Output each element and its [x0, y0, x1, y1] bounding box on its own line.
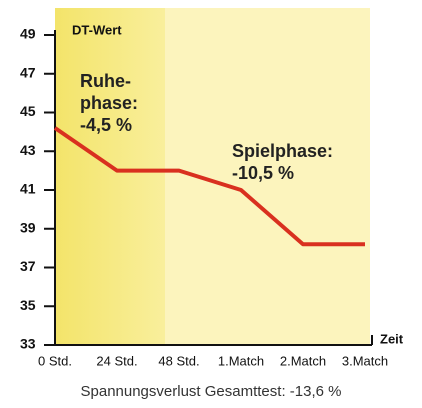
y-tick-label: 33: [20, 336, 36, 352]
x-tick-label: 2.Match: [280, 353, 326, 368]
rest-phase-band: [55, 8, 165, 345]
y-axis-label: DT-Wert: [72, 22, 122, 37]
data-line: [53, 126, 365, 247]
x-tick-label: 24 Std.: [96, 353, 137, 368]
annotation: phase:: [80, 93, 138, 113]
y-tick-label: 49: [20, 26, 36, 42]
x-tick-label: 3.Match: [342, 353, 388, 368]
x-axis-label: Zeit: [380, 331, 404, 346]
y-tick-label: 37: [20, 258, 36, 274]
x-tick-label: 0 Std.: [38, 353, 72, 368]
annotation: -10,5 %: [232, 163, 294, 183]
y-tick-label: 41: [20, 181, 36, 197]
annotation: -4,5 %: [80, 115, 132, 135]
y-tick-label: 47: [20, 64, 36, 80]
annotation: Ruhe-: [80, 71, 131, 91]
y-tick-label: 39: [20, 219, 36, 235]
footnote: Spannungsverlust Gesamttest: -13,6 %: [81, 383, 342, 400]
y-tick-label: 35: [20, 297, 36, 313]
annotation: Spielphase:: [232, 141, 333, 161]
y-tick-label: 45: [20, 103, 36, 119]
x-tick-label: 48 Std.: [158, 353, 199, 368]
x-tick-label: 1.Match: [218, 353, 264, 368]
y-tick-label: 43: [20, 142, 36, 158]
